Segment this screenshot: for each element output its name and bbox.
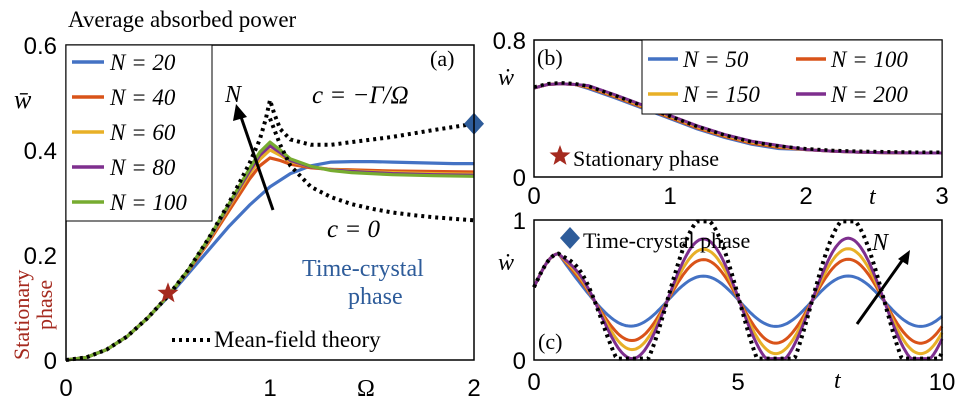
panel-a-c-gamma-label: c = −Γ/Ω <box>312 82 409 109</box>
panel-a-series-6 <box>268 117 475 223</box>
panel-c-n-arrowhead <box>898 250 910 265</box>
panel-b-legend: N = 50 N = 100 N = 150 N = 200 <box>641 39 943 115</box>
panel-a-legend-label-4: N = 100 <box>109 190 187 215</box>
panel-b-series-3 <box>533 82 942 155</box>
panel-a-x-tick-labels: 0 1 2 <box>59 375 480 400</box>
panel-b-ylabel: ẇ <box>498 65 514 91</box>
panel-a: Average absorbed power w̄ 0 0.2 0.4 0.6 0 1 2… <box>9 7 484 400</box>
panel-a-series-5 <box>65 98 475 362</box>
panel-a-series <box>65 98 475 362</box>
panel-b-xtick-3: 3 <box>935 183 948 210</box>
panel-c-xtick-0: 0 <box>527 369 540 396</box>
panel-a-legend-label-3: N = 80 <box>109 155 176 180</box>
panel-c-ytick-0: 0 <box>513 348 526 375</box>
panel-c-series-4 <box>532 219 944 361</box>
panel-c-label: (c) <box>538 329 562 354</box>
panel-a-tc-label-1: Time-crystal <box>302 256 424 282</box>
panel-a-arrow-label: N <box>224 82 243 108</box>
panel-a-xtick-1: 1 <box>263 375 276 400</box>
panel-c-ytick-1: 1 <box>513 208 526 235</box>
panel-b-legend-label-3: N = 200 <box>830 82 908 107</box>
panel-b-legend-box <box>641 39 943 115</box>
panel-b-y-tick-labels: 00.8 <box>493 28 526 192</box>
panel-c-xlabel: t <box>834 368 842 394</box>
panel-c: ẇ 01 0 5 10 t (c) Time-crystal phase N <box>498 208 955 396</box>
panel-a-legend-label-1: N = 40 <box>109 85 176 110</box>
panel-b-ytick-0: 0 <box>513 165 526 192</box>
panel-b-x-tick-labels: 0 1 2 3 <box>527 183 948 210</box>
panel-a-label: (a) <box>430 46 454 71</box>
panel-c-arrow-label: N <box>871 230 890 256</box>
panel-a-stat-label-2: phase <box>32 280 57 330</box>
panel-c-y-tick-labels: 01 <box>513 208 526 375</box>
panel-a-y-tick-labels: 0 0.2 0.4 0.6 <box>24 33 57 375</box>
panel-a-ytick-1: 0.2 <box>24 243 57 270</box>
panel-a-legend: N = 20 N = 40 N = 60 N = 80 N = 100 <box>65 44 213 222</box>
panel-a-n-arrowhead <box>233 104 247 121</box>
panel-a-mft-label: Mean-field theory <box>214 327 381 352</box>
panel-a-legend-label-2: N = 60 <box>109 120 176 145</box>
panel-b-xlabel: t <box>869 184 877 210</box>
panel-a-ytick-0: 0 <box>44 348 57 375</box>
panel-a-ytick-2: 0.4 <box>24 138 57 165</box>
panel-c-xtick-1: 5 <box>731 369 744 396</box>
panel-a-stat-label-1: Stationary <box>9 270 34 360</box>
panel-b-legend-label-1: N = 100 <box>830 47 908 72</box>
panel-b-xtick-0: 0 <box>527 183 540 210</box>
panel-a-xtick-2: 2 <box>467 375 480 400</box>
panel-b-star-marker <box>549 145 571 165</box>
panel-c-ylabel: ẇ <box>498 250 514 276</box>
panel-a-n-arrow <box>238 113 275 211</box>
panel-a-xlabel: Ω <box>357 376 375 400</box>
panel-c-series <box>532 219 944 361</box>
panel-a-tc-label-2: phase <box>348 284 403 310</box>
panel-c-x-tick-labels: 0 5 10 <box>527 369 955 396</box>
panel-a-c-zero-label: c = 0 <box>327 216 380 243</box>
panel-a-xtick-0: 0 <box>59 375 72 400</box>
panel-a-title: Average absorbed power <box>68 7 297 32</box>
panel-c-diamond-marker <box>560 227 580 249</box>
panel-b-xtick-1: 1 <box>663 183 676 210</box>
panel-b-legend-label-2: N = 150 <box>682 82 760 107</box>
panel-c-markers <box>560 227 580 249</box>
panel-a-ytick-3: 0.6 <box>24 33 57 60</box>
panel-b-xtick-2: 2 <box>799 183 812 210</box>
panel-c-axes-frame <box>533 219 943 361</box>
panel-a-legend-label-0: N = 20 <box>109 50 176 75</box>
panel-c-xtick-2: 10 <box>929 369 956 396</box>
panel-a-ylabel: w̄ <box>14 85 32 114</box>
panel-b-label: (b) <box>537 45 563 70</box>
panel-b-ytick-1: 0.8 <box>493 28 526 55</box>
panel-a-star-marker <box>157 282 179 303</box>
panel-c-phase-label: Time-crystal phase <box>583 228 750 253</box>
panel-b-legend-label-0: N = 50 <box>682 47 749 72</box>
panel-b-series <box>533 81 942 155</box>
panel-b-phase-label: Stationary phase <box>573 146 719 171</box>
panel-c-n-arrow <box>855 257 906 325</box>
panel-b-markers <box>549 145 571 165</box>
